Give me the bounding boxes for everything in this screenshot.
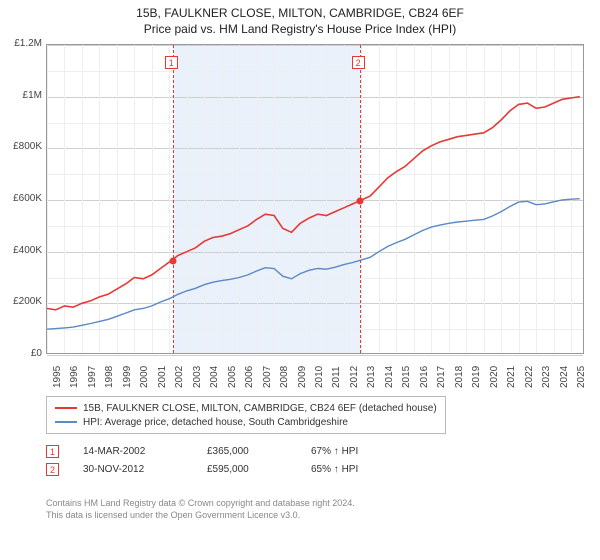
sale-date: 14-MAR-2002 [83,446,183,457]
x-axis-tick-label: 1998 [104,360,115,388]
chart-title-line2: Price paid vs. HM Land Registry's House … [0,22,600,36]
arrow-up-icon [334,464,339,475]
x-axis-tick-label: 2002 [174,360,185,388]
sale-point [169,257,176,264]
footer-line2: This data is licensed under the Open Gov… [46,510,355,522]
x-axis-tick-label: 1999 [122,360,133,388]
series-hpi [47,199,580,330]
x-axis-tick-label: 2025 [576,360,587,388]
x-axis-tick-label: 2009 [297,360,308,388]
chart-title-line1: 15B, FAULKNER CLOSE, MILTON, CAMBRIDGE, … [0,6,600,20]
sales-table: 1 14-MAR-2002 £365,000 67% HPI 2 30-NOV-2012 £… [46,442,358,478]
sale-row-marker: 2 [46,463,59,476]
sale-price: £365,000 [207,446,287,457]
series-layer [47,45,585,355]
x-axis-tick-label: 2007 [262,360,273,388]
sale-price: £595,000 [207,464,287,475]
y-axis-tick-label: £1.2M [2,38,42,49]
x-axis-tick-label: 2016 [419,360,430,388]
sale-point [356,198,363,205]
x-axis-tick-label: 2010 [314,360,325,388]
x-axis-tick-label: 2021 [506,360,517,388]
y-axis-tick-label: £0 [2,348,42,359]
x-axis-tick-label: 2008 [279,360,290,388]
legend-swatch [55,407,77,409]
y-axis-tick-label: £600K [2,193,42,204]
x-axis-tick-label: 2001 [157,360,168,388]
x-axis-tick-label: 2014 [384,360,395,388]
x-axis-tick-label: 2006 [244,360,255,388]
legend-label: HPI: Average price, detached house, Sout… [83,417,348,428]
y-axis-tick-label: £400K [2,245,42,256]
x-axis-tick-label: 2018 [454,360,465,388]
series-price_paid [47,97,580,310]
x-axis-tick-label: 2004 [209,360,220,388]
x-axis-tick-label: 2013 [366,360,377,388]
legend-label: 15B, FAULKNER CLOSE, MILTON, CAMBRIDGE, … [83,403,437,414]
sale-delta: 65% HPI [311,464,358,475]
x-axis-tick-label: 1997 [87,360,98,388]
legend-row: 15B, FAULKNER CLOSE, MILTON, CAMBRIDGE, … [55,401,437,415]
arrow-up-icon [334,446,339,457]
x-axis-tick-label: 2003 [192,360,203,388]
x-axis-tick-label: 2015 [401,360,412,388]
sale-delta: 67% HPI [311,446,358,457]
sale-row-marker: 1 [46,445,59,458]
x-axis-tick-label: 2020 [489,360,500,388]
x-axis-tick-label: 2019 [471,360,482,388]
sale-row: 2 30-NOV-2012 £595,000 65% HPI [46,460,358,478]
y-axis-tick-label: £200K [2,296,42,307]
chart-area [46,44,584,354]
x-axis-tick-label: 2022 [524,360,535,388]
sale-row: 1 14-MAR-2002 £365,000 67% HPI [46,442,358,460]
event-marker: 2 [352,56,365,69]
sale-date: 30-NOV-2012 [83,464,183,475]
x-axis-tick-label: 2000 [139,360,150,388]
legend-swatch [55,421,77,423]
footer-line1: Contains HM Land Registry data © Crown c… [46,498,355,510]
x-axis-tick-label: 2005 [227,360,238,388]
y-axis-tick-label: £800K [2,141,42,152]
x-axis-tick-label: 1995 [52,360,63,388]
x-axis-tick-label: 2024 [559,360,570,388]
y-axis-tick-label: £1M [2,90,42,101]
attribution-footer: Contains HM Land Registry data © Crown c… [46,498,355,521]
x-axis-tick-label: 1996 [69,360,80,388]
x-axis-tick-label: 2011 [331,360,342,388]
x-axis-tick-label: 2017 [436,360,447,388]
x-axis-tick-label: 2012 [349,360,360,388]
legend-row: HPI: Average price, detached house, Sout… [55,415,437,429]
legend: 15B, FAULKNER CLOSE, MILTON, CAMBRIDGE, … [46,396,446,434]
x-axis-tick-label: 2023 [541,360,552,388]
event-marker: 1 [165,56,178,69]
